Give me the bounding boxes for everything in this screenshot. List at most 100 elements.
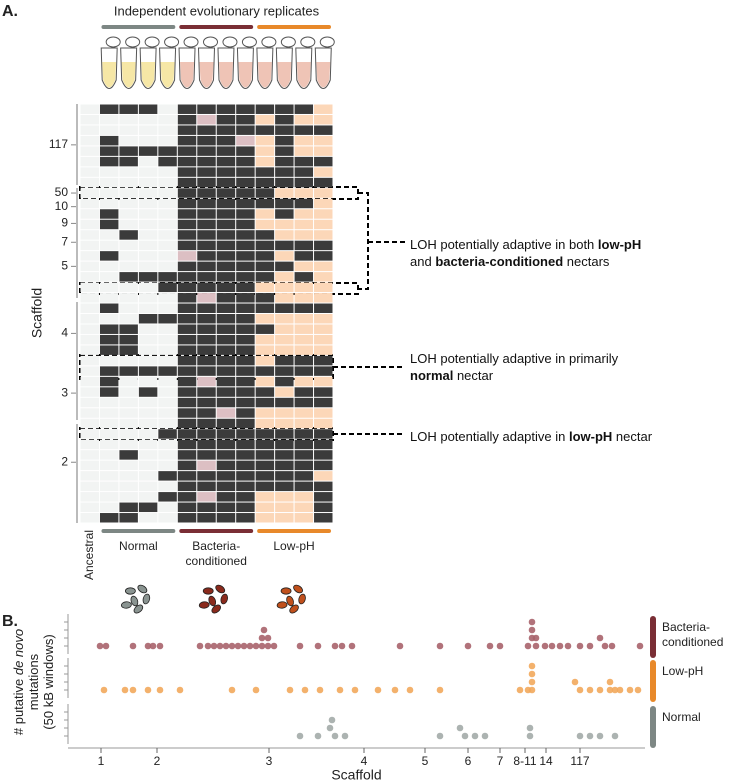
- cell: [275, 492, 294, 502]
- cell: [216, 334, 236, 345]
- cell: [80, 114, 99, 125]
- cell: [216, 240, 236, 251]
- cell: [197, 114, 216, 125]
- cell: [255, 219, 275, 230]
- cell: [216, 303, 236, 313]
- cell: [236, 219, 255, 230]
- annotation-text: nectar: [612, 429, 653, 444]
- cell: [255, 334, 275, 345]
- cell: [314, 334, 333, 345]
- cell: [80, 314, 99, 324]
- annotation-text: LOH potentially adaptive in primarily: [410, 351, 619, 366]
- cell: [158, 219, 177, 230]
- cell: [275, 429, 294, 439]
- cell: [138, 282, 158, 293]
- cell: [216, 450, 236, 460]
- cell: [119, 513, 138, 523]
- cell: [314, 114, 333, 125]
- dot: [264, 634, 272, 642]
- cell: [138, 408, 158, 418]
- tube: [100, 47, 118, 89]
- cell: [255, 125, 275, 135]
- cell: [255, 167, 275, 177]
- cell: [314, 429, 333, 439]
- cell: [158, 261, 177, 272]
- cell: [80, 282, 99, 293]
- cell: [119, 240, 138, 251]
- cell: [177, 198, 197, 209]
- cell: [177, 397, 197, 408]
- y-tick-label: 50: [55, 185, 69, 199]
- cell: [158, 135, 177, 146]
- cell: [236, 240, 255, 251]
- cell: [294, 345, 314, 355]
- group-label: Low-pH: [273, 539, 315, 553]
- cell: [216, 513, 236, 523]
- cell: [158, 167, 177, 177]
- cell: [314, 439, 333, 450]
- dot: [556, 642, 564, 650]
- cell: [177, 376, 197, 387]
- cell: [275, 366, 294, 376]
- tube: [139, 47, 157, 89]
- cell: [177, 177, 197, 188]
- cell: [99, 460, 119, 471]
- cell: [314, 198, 333, 209]
- cell: [197, 513, 216, 523]
- cell: [255, 293, 275, 303]
- cell: [177, 167, 197, 177]
- cell: [138, 146, 158, 156]
- cell: [138, 460, 158, 471]
- cell: [294, 366, 314, 376]
- cell: [314, 272, 333, 282]
- cell: [158, 376, 177, 387]
- dot: [210, 642, 218, 650]
- cell: [119, 104, 138, 114]
- cell: [275, 282, 294, 293]
- tube: [178, 47, 196, 89]
- cell: [177, 146, 197, 156]
- dot: [528, 670, 536, 678]
- dot: [286, 686, 294, 694]
- cell: [158, 177, 177, 188]
- cell: [314, 251, 333, 261]
- y-axis-label-part: mutations: [26, 653, 41, 710]
- cell: [197, 366, 216, 376]
- cell: [294, 355, 314, 366]
- cell: [177, 219, 197, 230]
- cell: [314, 502, 333, 513]
- cell: [236, 303, 255, 313]
- cell: [255, 481, 275, 492]
- dot: [326, 724, 334, 732]
- tube-cap: [280, 36, 296, 48]
- cell: [197, 230, 216, 240]
- cell: [119, 429, 138, 439]
- cell: [138, 502, 158, 513]
- tube-liquid: [160, 62, 175, 88]
- tube-liquid: [121, 62, 136, 88]
- dot: [260, 626, 268, 634]
- cell: [119, 230, 138, 240]
- cell: [80, 261, 99, 272]
- cell: [275, 471, 294, 481]
- dashed-boxes: [79, 186, 405, 441]
- cell: [177, 293, 197, 303]
- cell: [177, 125, 197, 135]
- cell: [158, 334, 177, 345]
- cell: [119, 177, 138, 188]
- cell: [216, 429, 236, 439]
- cell: [80, 251, 99, 261]
- cell: [158, 345, 177, 355]
- cell: [294, 492, 314, 502]
- cell: [80, 439, 99, 450]
- tube-icon: [178, 36, 199, 89]
- y-tick-label: 7: [61, 234, 68, 248]
- cell: [216, 502, 236, 513]
- tube-icon: [139, 36, 160, 89]
- tube-cap: [183, 36, 199, 48]
- x-tick-label: 14: [539, 754, 553, 768]
- cell: [275, 251, 294, 261]
- cell: [158, 481, 177, 492]
- box-1: [79, 186, 405, 295]
- y-tick-label: 117: [49, 137, 68, 151]
